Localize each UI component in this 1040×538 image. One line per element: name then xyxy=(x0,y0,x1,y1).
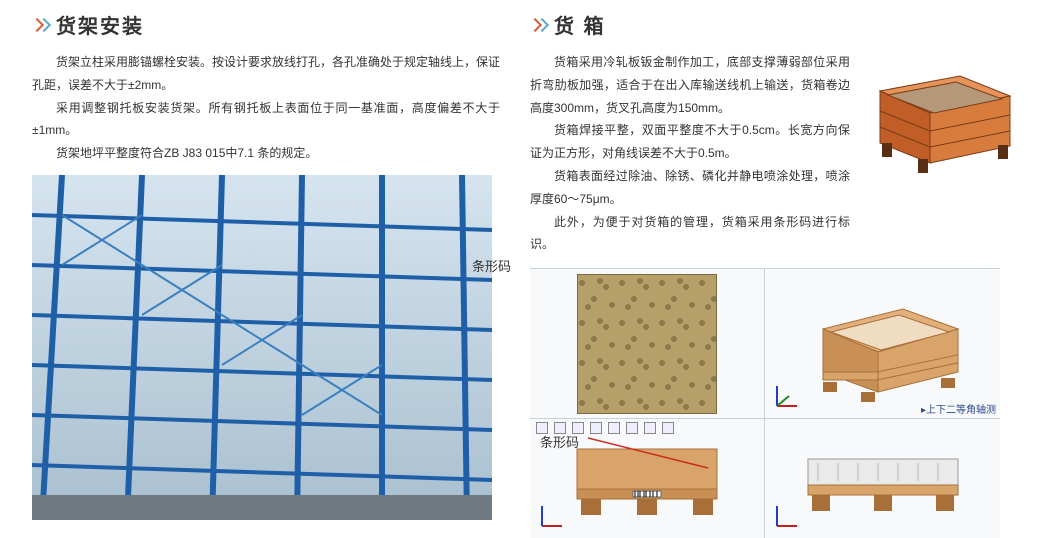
rack-photo xyxy=(32,175,492,520)
side-elevation-icon xyxy=(783,429,983,529)
rack-illustration xyxy=(32,175,492,520)
right-para-2: 货箱焊接平整，双面平整度不大于0.5cm。长宽方向保证为正方形，对角线误差不大于… xyxy=(530,119,850,165)
axis-gizmo-icon xyxy=(771,502,801,532)
barcode-pointer-line xyxy=(588,430,718,470)
right-para-1: 货箱采用冷轧板钣金制作加工，底部支撑薄弱部位采用折弯肋板加强，适合于在出入库输送… xyxy=(530,51,850,119)
iso-box-icon xyxy=(783,274,983,414)
section-heading-left: 货架安装 xyxy=(32,10,500,39)
iso-caption: ▸上下二等角轴测 xyxy=(921,401,996,416)
section-heading-right: 货 箱 xyxy=(530,10,1020,39)
left-para-2: 采用调整钢托板安装货架。所有钢托板上表面位于同一基准面，高度偏差不大于±1mm。 xyxy=(32,97,500,143)
right-intro-row: 货箱采用冷轧板钣金制作加工，底部支撑薄弱部位采用折弯肋板加强，适合于在出入库输送… xyxy=(530,51,1020,256)
left-body: 货架立柱采用膨锚螺栓安装。按设计要求放线打孔，各孔准确处于规定轴线上，保证孔距，… xyxy=(32,51,500,165)
chevron-icon xyxy=(530,16,548,34)
texture-swatch xyxy=(577,274,717,414)
right-para-4: 此外，为便于对货箱的管理，货箱采用条形码进行标识。 xyxy=(530,211,850,257)
grid-top-right: ▸上下二等角轴测 xyxy=(765,269,1000,419)
chevron-icon xyxy=(32,16,50,34)
left-para-1: 货架立柱采用膨锚螺栓安装。按设计要求放线打孔，各孔准确处于规定轴线上，保证孔距，… xyxy=(32,51,500,97)
left-title: 货架安装 xyxy=(56,10,144,39)
right-title: 货 箱 xyxy=(554,10,606,39)
cad-grid: ▸上下二等角轴测 xyxy=(530,268,1000,538)
axis-gizmo-icon xyxy=(771,382,801,412)
right-para-3: 货箱表面经过除油、除锈、磷化并静电喷涂处理，喷涂厚度60～75μm。 xyxy=(530,165,850,211)
barcode-label-abs: 条形码 xyxy=(540,432,579,451)
crate-render xyxy=(860,51,1020,181)
grid-top-left xyxy=(530,269,765,419)
left-para-3: 货架地坪平整度符合ZB J83 015中7.1 条的规定。 xyxy=(32,142,500,165)
left-column: 货架安装 货架立柱采用膨锚螺栓安装。按设计要求放线打孔，各孔准确处于规定轴线上，… xyxy=(0,0,520,515)
axis-gizmo-icon xyxy=(536,502,566,532)
barcode-label: 条形码 xyxy=(472,256,511,275)
barcode-icon xyxy=(633,491,661,497)
right-body: 货箱采用冷轧板钣金制作加工，底部支撑薄弱部位采用折弯肋板加强，适合于在出入库输送… xyxy=(530,51,850,256)
